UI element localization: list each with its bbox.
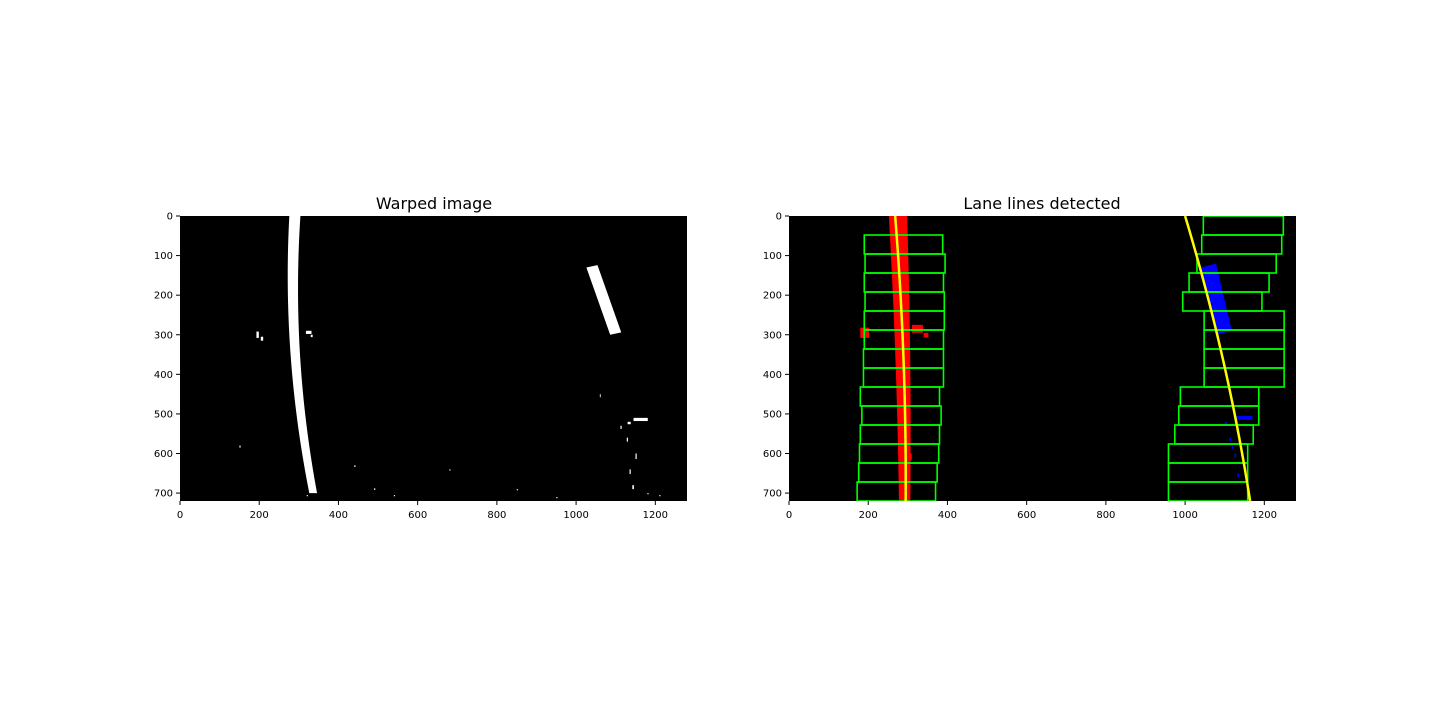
lane-lines-title: Lane lines detected: [963, 194, 1121, 213]
noise-speck: [599, 394, 601, 398]
noise-speck: [374, 488, 376, 490]
noise-speck: [620, 425, 622, 429]
noise-speck: [256, 331, 259, 338]
noise-speck: [354, 465, 356, 467]
y-tick-label: 400: [154, 370, 173, 381]
noise-speck: [627, 421, 631, 425]
noise-speck: [556, 497, 558, 499]
noise-speck: [393, 495, 396, 497]
noise-speck: [659, 495, 661, 497]
noise-speck: [260, 336, 264, 341]
y-tick-label: 200: [154, 291, 173, 302]
x-tick-label: 400: [329, 510, 348, 521]
noise-speck: [626, 437, 628, 442]
binary-pixels: [239, 216, 661, 499]
x-tick-label: 0: [177, 510, 183, 521]
y-tick-label: 0: [167, 212, 173, 223]
noise-speck: [449, 469, 451, 471]
noise-speck: [239, 445, 241, 448]
x-tick-label: 1000: [563, 510, 588, 521]
noise-speck: [629, 469, 631, 475]
x-tick-label: 1200: [643, 510, 668, 521]
plot-background: [180, 216, 687, 501]
x-tick-label: 200: [250, 510, 269, 521]
x-tick-label: 800: [487, 510, 506, 521]
left-lane-stripe: [287, 216, 318, 494]
y-tick-label: 600: [154, 449, 173, 460]
y-tick-label: 100: [154, 251, 173, 262]
noise-speck: [635, 453, 637, 460]
noise-speck: [306, 495, 308, 497]
y-tick-label: 700: [154, 489, 173, 500]
y-tick-label: 500: [154, 409, 173, 420]
noise-speck: [647, 493, 649, 495]
y-tick-label: 300: [154, 330, 173, 341]
right-lane-dash: [586, 265, 622, 335]
noise-speck: [516, 489, 518, 491]
noise-speck: [305, 330, 312, 334]
noise-speck: [633, 417, 648, 422]
noise-speck: [632, 485, 634, 490]
warped-image-title: Warped image: [375, 194, 493, 213]
noise-speck: [300, 441, 302, 444]
noise-speck: [310, 334, 313, 338]
x-tick-label: 600: [408, 510, 427, 521]
